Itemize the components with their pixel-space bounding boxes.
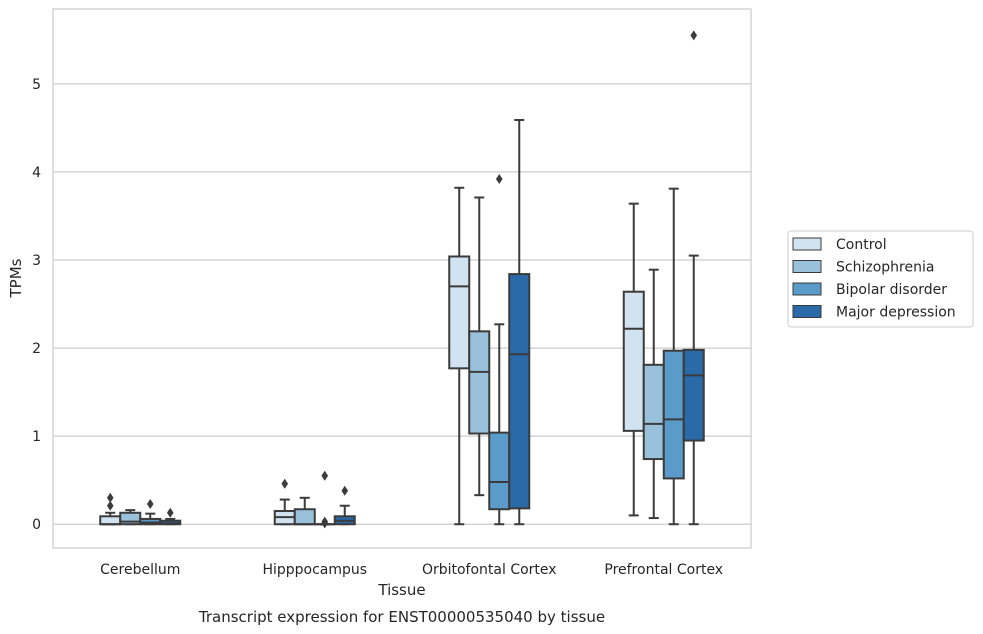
legend-swatch bbox=[792, 260, 822, 273]
box bbox=[99, 492, 122, 526]
box-body bbox=[448, 255, 471, 370]
outlier-point bbox=[106, 492, 114, 503]
outlier-point bbox=[106, 500, 114, 511]
outlier-point bbox=[690, 30, 698, 41]
series-schizophrenia bbox=[119, 196, 665, 526]
box bbox=[333, 485, 356, 526]
x-axis-title: Tissue bbox=[377, 581, 425, 599]
box-body bbox=[662, 349, 685, 480]
x-tick-label: Cerebellum bbox=[100, 562, 180, 578]
box bbox=[119, 509, 142, 526]
box-body bbox=[508, 273, 531, 510]
y-tick-label: 3 bbox=[32, 253, 41, 269]
legend-swatch bbox=[792, 282, 822, 296]
plot-frame bbox=[52, 8, 752, 549]
y-tick-label: 1 bbox=[32, 429, 41, 445]
legend-swatch bbox=[792, 305, 822, 318]
chart-caption: Transcript expression for ENST0000053504… bbox=[198, 608, 605, 626]
box bbox=[682, 30, 705, 526]
legend-label: Schizophrenia bbox=[836, 260, 934, 276]
box-body bbox=[622, 290, 645, 432]
legend-label: Major depression bbox=[836, 305, 956, 321]
x-tick-label: Orbitofontal Cortex bbox=[422, 562, 557, 578]
box bbox=[622, 202, 645, 517]
x-tick-label: Hipppocampus bbox=[262, 562, 367, 578]
y-tick-label: 5 bbox=[32, 77, 41, 93]
box bbox=[642, 268, 665, 520]
series-bipolar-disorder bbox=[139, 173, 685, 529]
legend-frame bbox=[787, 230, 974, 328]
box bbox=[508, 118, 531, 526]
box-body bbox=[99, 515, 122, 526]
box bbox=[662, 187, 685, 526]
outlier-point bbox=[281, 478, 289, 489]
outlier-point bbox=[341, 485, 349, 496]
box bbox=[159, 507, 182, 526]
box-body bbox=[682, 348, 705, 442]
series-major-depression bbox=[159, 30, 705, 526]
box bbox=[468, 196, 491, 497]
y-tick-label: 2 bbox=[32, 341, 41, 357]
series-control bbox=[99, 186, 645, 526]
box-body bbox=[293, 508, 316, 526]
box-series bbox=[99, 30, 705, 529]
outlier-point bbox=[321, 470, 329, 481]
x-tick-labels: Cerebellum Hipppocampus Orbitofontal Corte… bbox=[100, 562, 723, 578]
y-tick-label: 0 bbox=[32, 517, 41, 533]
y-axis-title: TPMs bbox=[7, 258, 25, 298]
outlier-point bbox=[321, 516, 329, 527]
box-body bbox=[488, 431, 511, 511]
box bbox=[293, 496, 316, 526]
box-body bbox=[468, 330, 491, 435]
y-tick-labels: 0 1 2 3 4 5 bbox=[32, 77, 41, 533]
box-body bbox=[642, 363, 665, 461]
x-tick-label: Prefrontal Cortex bbox=[604, 562, 723, 578]
box bbox=[448, 186, 471, 526]
legend-label: Control bbox=[836, 237, 887, 253]
outlier-point bbox=[146, 498, 154, 509]
legend: Control Schizophrenia Bipolar disorder Majo… bbox=[787, 230, 974, 328]
box bbox=[139, 498, 162, 526]
outlier-point bbox=[166, 507, 174, 518]
outlier-point bbox=[495, 173, 503, 184]
legend-swatch bbox=[792, 237, 822, 251]
legend-label: Bipolar disorder bbox=[836, 282, 947, 298]
y-tick-label: 4 bbox=[32, 165, 41, 181]
box bbox=[488, 173, 511, 526]
